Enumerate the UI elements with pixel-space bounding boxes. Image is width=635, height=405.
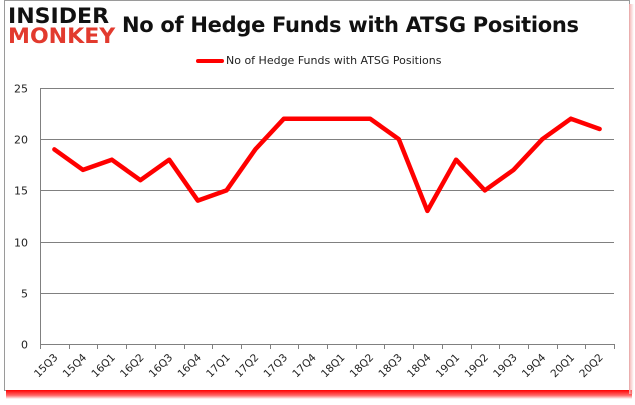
x-tick-label: 20Q1 (549, 352, 578, 381)
x-tick-label: 17Q3 (262, 352, 291, 381)
y-tick-label: 25 (14, 83, 28, 96)
x-tick-label: 17Q1 (204, 352, 233, 381)
x-tick-label: 19Q1 (434, 352, 463, 381)
frame-shadow-right (629, 4, 634, 394)
chart-title: No of Hedge Funds with ATSG Positions (122, 13, 579, 37)
x-tick-label: 15Q3 (32, 352, 61, 381)
x-tick-label: 16Q3 (147, 352, 176, 381)
insider-monkey-logo: INSIDER MONKEY (8, 6, 115, 47)
gridlines (40, 88, 614, 294)
x-tick-label: 16Q2 (118, 352, 147, 381)
x-tick-label: 18Q4 (405, 351, 434, 380)
y-axis: 0 5 10 15 20 25 (14, 83, 41, 352)
series-line (52, 116, 602, 214)
x-tick-label: 17Q2 (233, 352, 262, 381)
logo-line1: INSIDER (8, 4, 110, 28)
chart-frame (4, 0, 630, 391)
logo-line2: MONKEY (8, 24, 116, 48)
x-tick-label: 18Q3 (376, 352, 405, 381)
chart-legend: No of Hedge Funds with ATSG Positions (196, 54, 442, 67)
x-tick-label: 16Q4 (175, 351, 204, 380)
x-tick-label: 15Q4 (61, 351, 90, 380)
legend-line-swatch-icon (196, 58, 224, 63)
y-tick-label: 10 (14, 237, 28, 250)
x-tick-label: 18Q1 (319, 352, 348, 381)
y-tick-label: 15 (14, 185, 28, 198)
frame-shadow-bottom (6, 390, 632, 399)
x-tick-label: 19Q4 (520, 351, 549, 380)
x-axis: 15Q3 15Q4 16Q1 16Q2 16Q3 16Q4 17Q1 17Q2 17Q3 17Q4… (32, 344, 615, 380)
y-tick-label: 20 (14, 134, 28, 147)
x-tick-label: 16Q1 (89, 352, 118, 381)
x-tick-label: 20Q2 (577, 352, 606, 381)
y-tick-label: 0 (21, 339, 28, 352)
y-tick-label: 5 (21, 288, 28, 301)
x-tick-label: 17Q4 (290, 351, 319, 380)
x-tick-label: 18Q2 (348, 352, 377, 381)
x-tick-label: 19Q2 (462, 352, 491, 381)
legend-label: No of Hedge Funds with ATSG Positions (226, 54, 442, 67)
x-tick-label: 19Q3 (491, 352, 520, 381)
